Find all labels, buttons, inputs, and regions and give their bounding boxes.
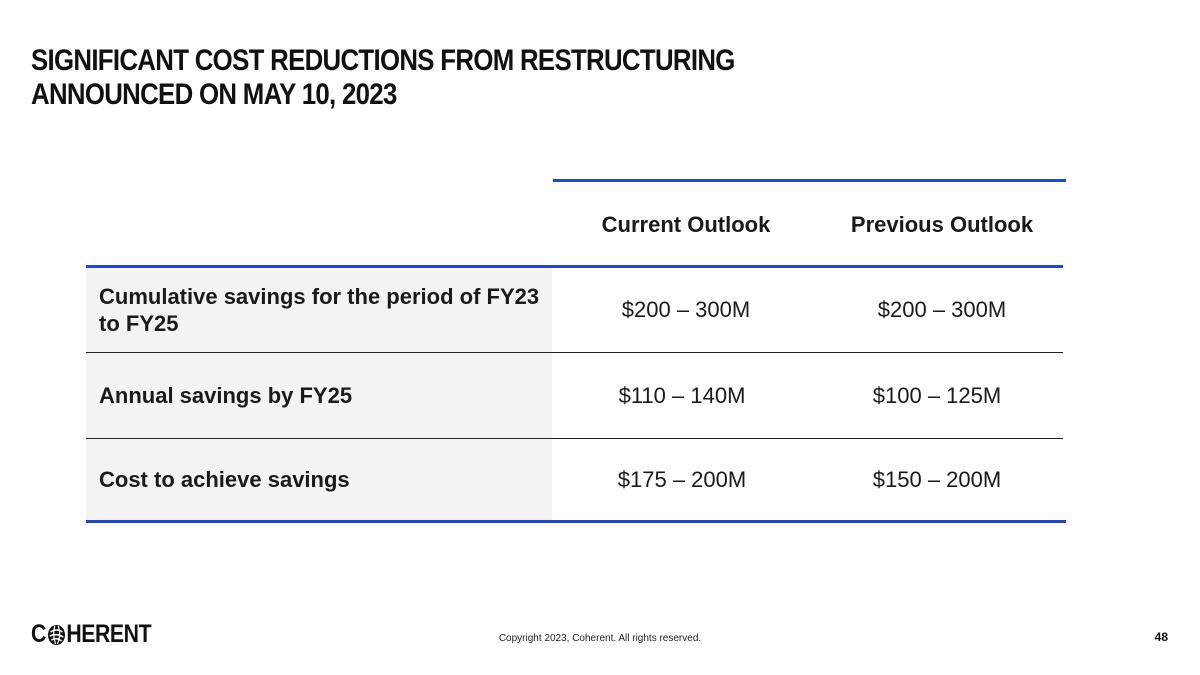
table-row-label-bg — [86, 268, 552, 352]
column-header-previous-outlook: Previous Outlook — [850, 212, 1034, 237]
slide-title-line-1: SIGNIFICANT COST REDUCTIONS FROM RESTRUC… — [31, 44, 735, 77]
cell-current-cost-to-achieve: $175 – 200M — [617, 466, 747, 492]
row-divider — [86, 438, 1063, 439]
coherent-logo: C HERENT — [31, 619, 172, 648]
copyright-notice: Copyright 2023, Coherent. All rights res… — [498, 633, 702, 644]
logo-text-c: C — [31, 619, 46, 648]
row-label-cost-to-achieve: Cost to achieve savings — [99, 467, 350, 492]
cell-current-annual-savings: $110 – 140M — [618, 382, 746, 408]
cell-previous-annual-savings: $100 – 125M — [872, 382, 1002, 408]
table-row-label-bg — [86, 439, 552, 520]
table-bottom-rule — [86, 520, 1066, 523]
column-header-current-outlook: Current Outlook — [601, 212, 771, 237]
slide-title: SIGNIFICANT COST REDUCTIONS FROM RESTRUC… — [31, 44, 735, 112]
table-row-label-bg — [86, 353, 552, 438]
page-number: 48 — [1154, 630, 1168, 644]
table-header-rule — [86, 265, 1063, 268]
globe-icon — [47, 624, 65, 645]
row-label-cumulative-savings: Cumulative savings for the period of FY2… — [99, 284, 540, 336]
cell-previous-cumulative-savings: $200 – 300M — [877, 297, 1007, 322]
table-top-rule — [553, 179, 1066, 182]
logo-text-herent: HERENT — [66, 619, 152, 648]
cell-current-cumulative-savings: $200 – 300M — [621, 297, 751, 322]
row-label-annual-savings: Annual savings by FY25 — [99, 383, 353, 408]
row-divider — [86, 352, 1063, 353]
slide-title-line-2: ANNOUNCED ON MAY 10, 2023 — [31, 78, 397, 111]
cell-previous-cost-to-achieve: $150 – 200M — [872, 466, 1002, 492]
